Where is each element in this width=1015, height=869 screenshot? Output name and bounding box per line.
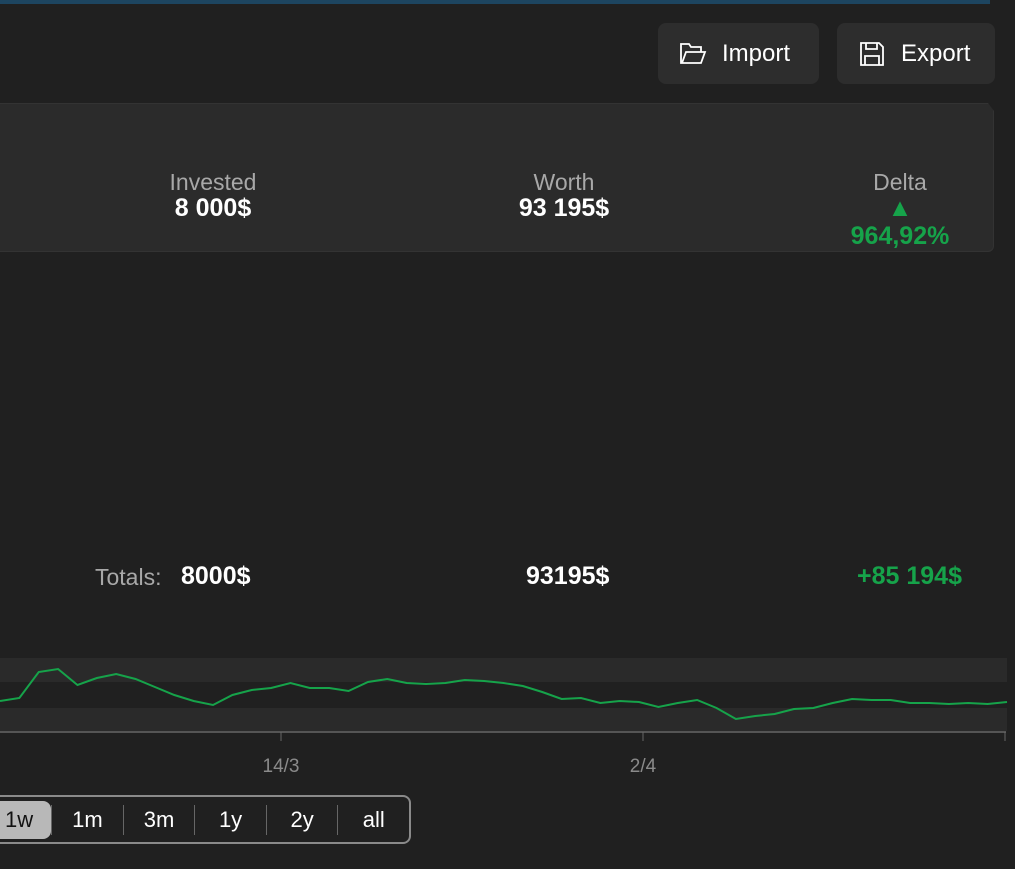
- save-icon: [860, 41, 884, 66]
- folder-icon: [680, 42, 707, 64]
- range-1y[interactable]: 1y: [194, 804, 266, 835]
- import-label: Import: [722, 39, 791, 67]
- range-2y[interactable]: 2y: [265, 804, 338, 835]
- invested-label: Invested: [169, 169, 257, 195]
- window-top-accent: [0, 0, 990, 4]
- totals-delta: +85 194$: [857, 562, 962, 590]
- worth-series-line: [0, 667, 1008, 721]
- export-label: Export: [901, 39, 971, 67]
- invested-summary: Invested 8 000$: [170, 170, 257, 222]
- range-1w[interactable]: 1w: [0, 800, 52, 839]
- delta-value: 964,92%: [850, 222, 950, 250]
- chart-band: [0, 658, 1007, 682]
- worth-summary: Worth 93 195$: [519, 170, 609, 222]
- totals-worth: 93195$: [526, 562, 610, 590]
- range-all[interactable]: all: [337, 804, 409, 835]
- invested-value: 8 000$: [174, 194, 252, 222]
- totals-label: Totals:: [95, 564, 162, 590]
- worth-chart: [0, 658, 1008, 741]
- x-tick-label: 2/4: [629, 756, 657, 777]
- worth-value: 93 195$: [518, 194, 610, 222]
- totals-invested: 8000$: [181, 562, 251, 590]
- delta-label: Delta: [873, 169, 927, 195]
- x-tick-label: 14/3: [262, 756, 300, 777]
- summary-card: Invested 8 000$ Worth 93 195$ Delta ▲ 96…: [0, 103, 994, 252]
- import-button[interactable]: Import: [658, 23, 819, 84]
- range-1m[interactable]: 1m: [51, 804, 123, 835]
- delta-summary: Delta ▲ 964,92%: [851, 170, 950, 250]
- triangle-up-icon: ▲: [887, 194, 913, 222]
- worth-label: Worth: [533, 169, 595, 195]
- range-selector: 1w 1m 3m 1y 2y all: [0, 795, 411, 844]
- chart-band: [0, 708, 1007, 731]
- export-button[interactable]: Export: [837, 23, 995, 84]
- range-3m[interactable]: 3m: [122, 804, 195, 835]
